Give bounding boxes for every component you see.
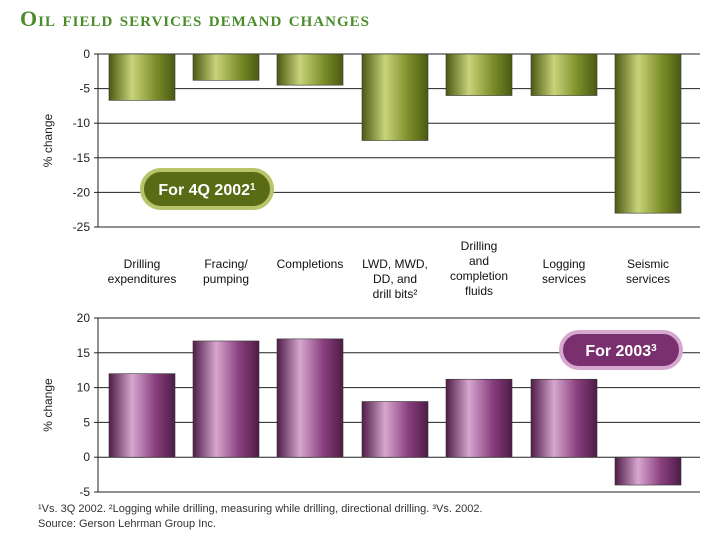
y-tick-label: 5 [83,415,90,429]
category-label: expenditures [108,272,177,286]
bar [361,401,429,458]
badge-pill [559,330,683,370]
y-tick-label: 10 [77,381,91,395]
category-label: and [469,254,489,268]
source-text: Source: Gerson Lehrman Group Inc. [38,518,216,530]
badge-sup: 1 [250,182,256,193]
bar [192,340,260,458]
category-label: fluids [465,284,493,298]
badge-pill [140,168,274,210]
bar [530,378,598,458]
bar [445,378,513,458]
category-labels: DrillingexpendituresFracing/pumpingCompl… [108,239,670,301]
bar [530,53,598,96]
y-tick-label: -5 [79,485,90,499]
y-tick-label: 20 [77,311,91,325]
category-label: Completions [277,257,344,271]
badge-sup: 3 [651,343,657,354]
y-tick-label: -25 [73,220,91,234]
y-tick-label: -5 [79,82,90,96]
bar [614,53,682,214]
category-label: DD, and [373,272,417,286]
y-tick-label: -20 [73,185,91,199]
y-tick-label: 0 [83,47,90,61]
badge-title: For 20033 [585,343,657,361]
bar [276,338,344,458]
category-label: LWD, MWD, [362,257,428,271]
bar [108,373,176,458]
bottom-chart: 20 15 10 5 0 -5 % change For 20033 [41,311,700,499]
y-tick-label: 15 [77,346,91,360]
category-label: Seismic [627,257,669,271]
y-tick-label: -10 [73,116,91,130]
y-axis-label: % change [41,378,55,432]
bar [192,53,260,81]
bar [614,456,682,486]
category-label: pumping [203,272,249,286]
footnote-text: ¹Vs. 3Q 2002. ²Logging while drilling, m… [38,503,483,515]
figure-title: Oil field services demand changes [20,6,370,31]
category-label: completion [450,269,508,283]
y-axis-label: % change [41,113,55,167]
chart-badge: For 20033 [559,330,683,370]
category-label: Drilling [461,239,498,253]
top-chart: 0 -5 -10 -15 -20 -25 % change For 4Q 20021 [41,47,700,234]
y-tick-label: 0 [83,450,90,464]
bar [276,53,344,86]
y-tick-label: -15 [73,151,91,165]
category-label: Logging [543,257,586,271]
category-label: services [542,272,586,286]
bar [108,53,176,101]
bar [361,53,429,141]
badge-title: For 4Q 20021 [158,182,256,200]
category-label: Fracing/ [204,257,248,271]
category-label: Drilling [124,257,161,271]
category-label: drill bits² [373,287,418,301]
category-label: services [626,272,670,286]
bar [445,53,513,96]
chart-badge: For 4Q 20021 [140,168,274,210]
